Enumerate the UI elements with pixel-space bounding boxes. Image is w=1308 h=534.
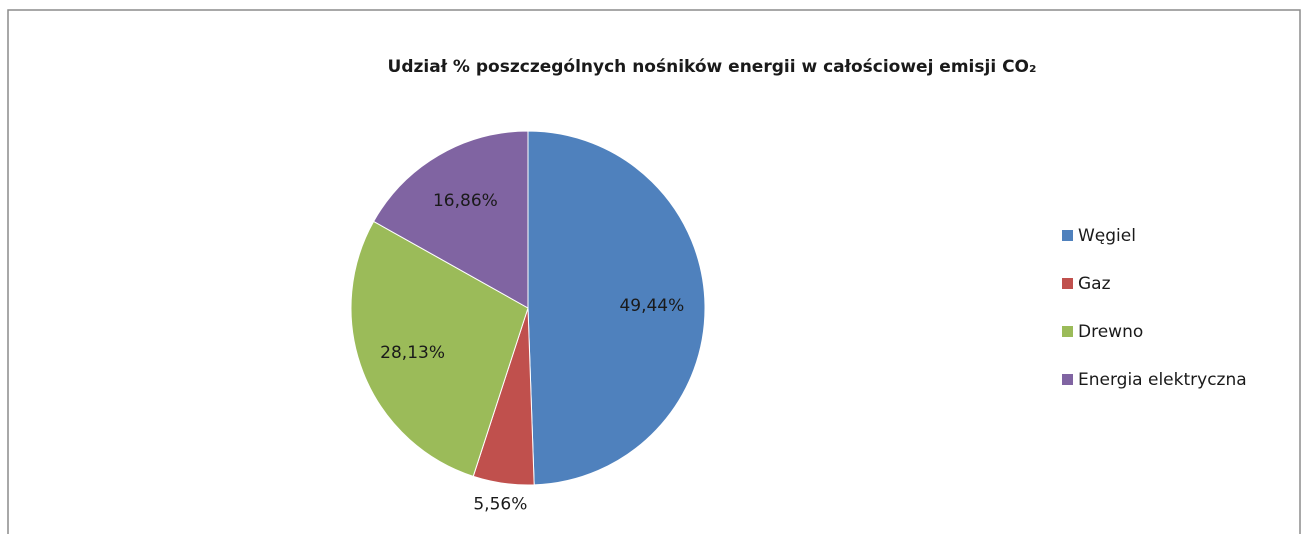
data-label: 16,86% [433, 191, 498, 211]
legend-swatch [1062, 278, 1073, 289]
data-label: 49,44% [619, 296, 684, 316]
pie-slice [350, 220, 529, 477]
legend-label: Energia elektryczna [1078, 370, 1247, 390]
data-label: 28,13% [380, 343, 445, 363]
legend-swatch [1062, 326, 1073, 337]
legend-label: Węgiel [1078, 226, 1136, 246]
legend-label: Gaz [1078, 274, 1111, 294]
data-label: 5,56% [473, 494, 527, 514]
pie-slice [372, 130, 529, 309]
pie-slice [527, 130, 706, 486]
legend-swatch [1062, 374, 1073, 385]
legend-swatch [1062, 230, 1073, 241]
chart-title: Udział % poszczególnych nośników energii… [388, 57, 1037, 77]
legend-label: Drewno [1078, 322, 1143, 342]
